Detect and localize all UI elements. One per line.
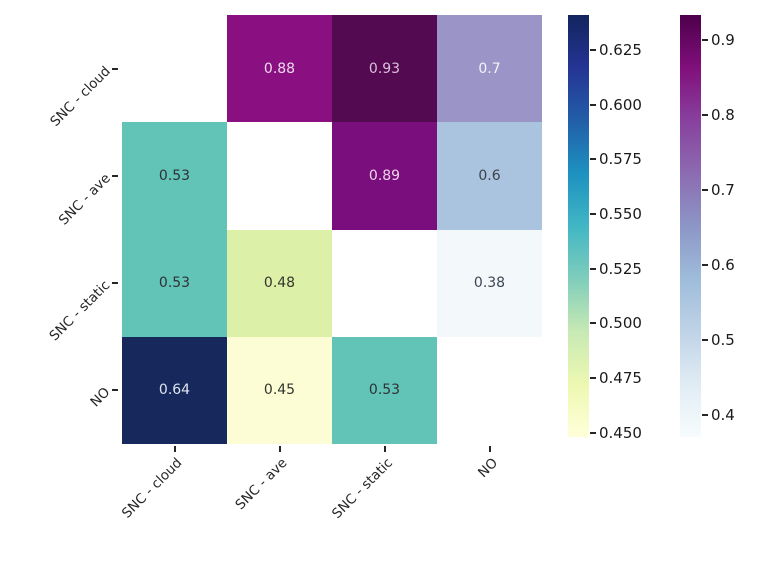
cell-value-label: 0.38 — [473, 275, 506, 292]
cell-value-label: 0.64 — [158, 382, 191, 399]
colorbar-tick-label: 0.4 — [711, 406, 735, 425]
heatmap-grid: 0.88 0.93 0.7 0.53 0.89 0.6 0.53 0.48 0.38 0.64 0.… — [122, 15, 542, 444]
heatmap-cell: 0.88 — [227, 15, 332, 123]
heatmap-cell — [332, 229, 437, 337]
y-tick-label: SNC - static — [46, 277, 114, 345]
y-axis-tick — [112, 389, 118, 392]
colorbar-tick-label: 0.8 — [711, 106, 735, 125]
colorbar-tick — [590, 48, 596, 51]
colorbar-tick — [702, 114, 708, 117]
colorbar-tick-label: 0.550 — [599, 204, 642, 223]
colorbar-tick-label: 0.7 — [711, 181, 735, 200]
cell-value-label: 0.53 — [368, 382, 401, 399]
colorbar-tick — [590, 212, 596, 215]
x-tick-label: NO — [474, 455, 501, 481]
cell-value-label: 0.45 — [263, 382, 296, 399]
colorbar-tick-label: 0.600 — [599, 95, 642, 114]
x-axis-tick — [383, 446, 386, 452]
y-axis-tick — [112, 282, 118, 285]
colorbar-tick-label: 0.525 — [599, 259, 642, 278]
x-axis-tick — [173, 446, 176, 452]
colorbar-tick-label: 0.575 — [599, 150, 642, 169]
upper-triangle-colorbar — [680, 15, 701, 437]
colorbar-tick — [702, 39, 708, 42]
x-axis-tick — [488, 446, 491, 452]
colorbar-tick — [590, 322, 596, 325]
colorbar-tick-label: 0.625 — [599, 40, 642, 59]
colorbar-tick-label: 0.450 — [599, 423, 642, 442]
heatmap-cell: 0.6 — [437, 122, 542, 230]
heatmap-cell: 0.93 — [332, 15, 437, 123]
x-tick-label: SNC - ave — [232, 455, 291, 514]
colorbar-tick — [590, 376, 596, 379]
heatmap-cell: 0.89 — [332, 122, 437, 230]
y-axis-tick — [112, 174, 118, 177]
colorbar-tick — [702, 189, 708, 192]
heatmap-cell — [437, 336, 542, 444]
heatmap-cell: 0.53 — [332, 336, 437, 444]
colorbar-tick — [590, 158, 596, 161]
y-tick-label: SNC - cloud — [47, 62, 114, 130]
x-tick-label: SNC - static — [328, 455, 396, 522]
heatmap-cell: 0.64 — [122, 336, 227, 444]
colorbar-tick-label: 0.475 — [599, 368, 642, 387]
colorbar-tick — [702, 414, 708, 417]
cell-value-label: 0.53 — [158, 167, 191, 184]
y-tick-label: SNC - ave — [55, 170, 114, 229]
x-axis-tick — [278, 446, 281, 452]
heatmap-cell: 0.53 — [122, 229, 227, 337]
colorbar-tick — [702, 264, 708, 267]
cell-value-label: 0.88 — [263, 60, 296, 77]
cell-value-label: 0.89 — [368, 167, 401, 184]
cell-value-label: 0.48 — [263, 275, 296, 292]
colorbar-tick — [702, 339, 708, 342]
x-tick-label: SNC - cloud — [119, 455, 186, 522]
heatmap-cell — [122, 15, 227, 123]
colorbar-tick-label: 0.6 — [711, 256, 735, 275]
cell-value-label: 0.93 — [368, 60, 401, 77]
y-axis-tick — [112, 67, 118, 70]
lower-triangle-colorbar — [568, 15, 589, 437]
colorbar-tick-label: 0.5 — [711, 331, 735, 350]
cell-value-label: 0.53 — [158, 275, 191, 292]
cell-value-label: 0.6 — [478, 167, 501, 184]
colorbar-tick-label: 0.9 — [711, 31, 735, 50]
y-tick-label: NO — [87, 384, 114, 411]
heatmap-cell: 0.48 — [227, 229, 332, 337]
cell-value-label: 0.7 — [478, 60, 501, 77]
heatmap-cell: 0.45 — [227, 336, 332, 444]
colorbar-tick-label: 0.500 — [599, 314, 642, 333]
colorbar-tick — [590, 267, 596, 270]
heatmap-cell — [227, 122, 332, 230]
heatmap-cell: 0.53 — [122, 122, 227, 230]
heatmap-cell: 0.7 — [437, 15, 542, 123]
colorbar-tick — [590, 431, 596, 434]
heatmap-cell: 0.38 — [437, 229, 542, 337]
colorbar-tick — [590, 103, 596, 106]
